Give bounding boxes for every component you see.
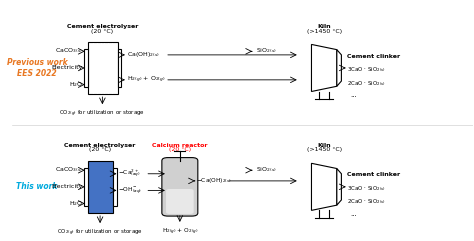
Text: 3CaO $\cdot$ SiO$_{2(s)}$: 3CaO $\cdot$ SiO$_{2(s)}$	[347, 66, 386, 74]
Text: Ca(OH)$_{2(s)}$: Ca(OH)$_{2(s)}$	[127, 51, 160, 59]
Text: 3CaO $\cdot$ SiO$_{2(s)}$: 3CaO $\cdot$ SiO$_{2(s)}$	[347, 185, 386, 193]
FancyBboxPatch shape	[118, 49, 121, 87]
Text: CaCO$_{3(s)}$: CaCO$_{3(s)}$	[55, 47, 83, 55]
Text: 2CaO $\cdot$ SiO$_{2(s)}$: 2CaO $\cdot$ SiO$_{2(s)}$	[347, 198, 386, 206]
Text: (>1450 °C): (>1450 °C)	[307, 29, 342, 33]
Text: (20 °C): (20 °C)	[91, 29, 113, 33]
FancyBboxPatch shape	[162, 158, 198, 216]
Text: SiO$_{2(s)}$: SiO$_{2(s)}$	[256, 166, 277, 174]
Polygon shape	[311, 163, 337, 210]
Text: Cement clinker: Cement clinker	[347, 173, 401, 177]
Text: $-$Ca(OH)$_{2(s)}$: $-$Ca(OH)$_{2(s)}$	[196, 177, 232, 185]
Text: H$_{2(g)}$ + O$_{2(g)}$: H$_{2(g)}$ + O$_{2(g)}$	[162, 227, 198, 237]
Text: CaCO$_{3(s)}$: CaCO$_{3(s)}$	[55, 166, 83, 174]
Polygon shape	[337, 50, 341, 86]
Polygon shape	[337, 168, 341, 205]
Text: Kiln: Kiln	[317, 24, 331, 29]
Text: Kiln: Kiln	[317, 143, 331, 148]
Text: Cement clinker: Cement clinker	[347, 54, 401, 59]
Text: Cement electrolyser: Cement electrolyser	[67, 24, 138, 29]
FancyBboxPatch shape	[166, 189, 194, 214]
Text: $-$OH$^-_{(aq)}$: $-$OH$^-_{(aq)}$	[118, 185, 142, 196]
FancyBboxPatch shape	[90, 43, 116, 93]
Text: H$_2$O: H$_2$O	[69, 199, 83, 208]
Text: ...: ...	[350, 211, 357, 217]
FancyBboxPatch shape	[84, 168, 88, 206]
Text: SiO$_{2(s)}$: SiO$_{2(s)}$	[256, 47, 277, 55]
FancyBboxPatch shape	[88, 42, 118, 94]
Text: $-$Ca$^{2+}_{(aq)}$: $-$Ca$^{2+}_{(aq)}$	[118, 168, 140, 180]
Text: H$_2$O: H$_2$O	[69, 80, 83, 89]
Text: ...: ...	[350, 92, 357, 98]
Text: H$_{2(g)}$ + O$_{2(g)}$: H$_{2(g)}$ + O$_{2(g)}$	[127, 75, 165, 85]
FancyBboxPatch shape	[88, 161, 113, 213]
Text: CO$_{2(g)}$ for utilization or storage: CO$_{2(g)}$ for utilization or storage	[57, 228, 143, 238]
Text: CO$_{2(g)}$ for utilization or storage: CO$_{2(g)}$ for utilization or storage	[59, 109, 146, 120]
Text: 2CaO $\cdot$ SiO$_{2(s)}$: 2CaO $\cdot$ SiO$_{2(s)}$	[347, 79, 386, 87]
Polygon shape	[311, 44, 337, 92]
Text: Previous work
EES 2022: Previous work EES 2022	[7, 58, 67, 78]
Text: This work: This work	[16, 182, 58, 191]
Text: Cement electrolyser: Cement electrolyser	[64, 143, 136, 148]
Text: Electricity: Electricity	[52, 184, 83, 189]
Text: (20 °C): (20 °C)	[169, 147, 191, 153]
Text: (>1450 °C): (>1450 °C)	[307, 147, 342, 153]
Text: (20 °C): (20 °C)	[89, 147, 111, 153]
Text: Calcium reactor: Calcium reactor	[152, 143, 208, 148]
FancyBboxPatch shape	[84, 49, 88, 87]
FancyBboxPatch shape	[113, 168, 117, 206]
Text: Electricity: Electricity	[52, 66, 83, 70]
